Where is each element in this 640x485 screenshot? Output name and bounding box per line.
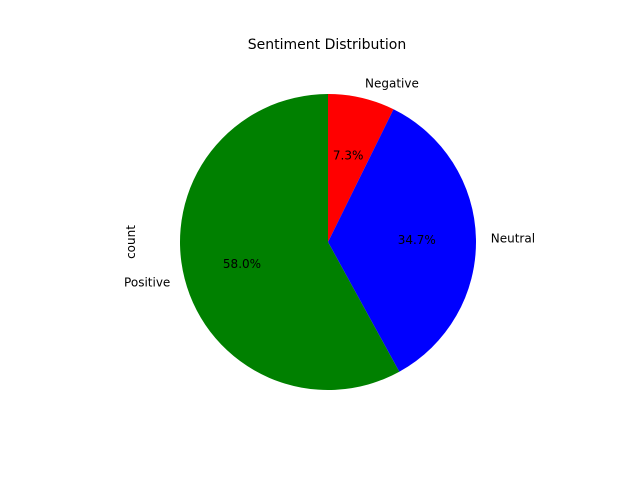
pie-category-label: Negative xyxy=(365,76,419,90)
pie-percent-label: 58.0% xyxy=(223,257,261,271)
pie-slice-positive xyxy=(180,94,400,391)
pie-percent-label: 7.3% xyxy=(333,149,364,163)
y-axis-label: count xyxy=(124,225,138,259)
pie-slice-neutral xyxy=(328,109,477,372)
pie-labels: 7.3% Negative 34.7% Neutral 58.0% Positive xyxy=(124,76,535,289)
chart-title: Sentiment Distribution xyxy=(248,37,407,53)
pie-slice-negative xyxy=(328,94,394,242)
pie-category-label: Neutral xyxy=(491,231,535,245)
pie-slices xyxy=(180,94,477,391)
pie-category-label: Positive xyxy=(124,275,170,289)
pie-percent-label: 34.7% xyxy=(398,233,436,247)
